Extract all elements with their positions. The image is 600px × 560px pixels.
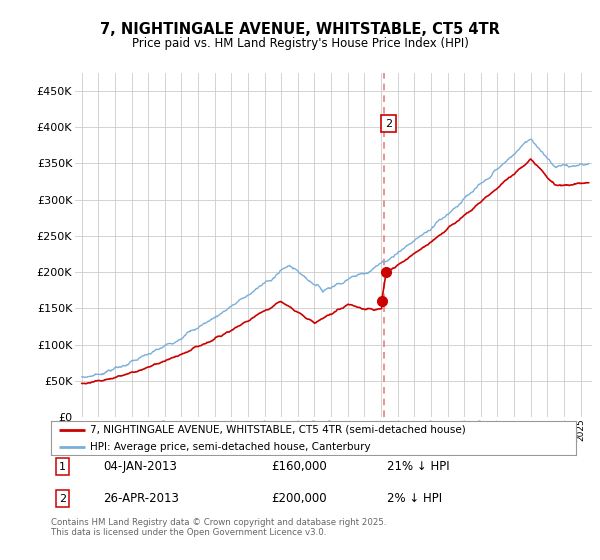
Text: £200,000: £200,000	[271, 492, 327, 505]
Text: Price paid vs. HM Land Registry's House Price Index (HPI): Price paid vs. HM Land Registry's House …	[131, 37, 469, 50]
Text: £160,000: £160,000	[271, 460, 327, 473]
Text: Contains HM Land Registry data © Crown copyright and database right 2025.
This d: Contains HM Land Registry data © Crown c…	[51, 518, 386, 538]
Text: 2: 2	[385, 119, 392, 129]
Text: 2: 2	[59, 494, 66, 503]
Text: 21% ↓ HPI: 21% ↓ HPI	[387, 460, 449, 473]
Text: 26-APR-2013: 26-APR-2013	[104, 492, 179, 505]
Text: 2% ↓ HPI: 2% ↓ HPI	[387, 492, 442, 505]
Text: HPI: Average price, semi-detached house, Canterbury: HPI: Average price, semi-detached house,…	[91, 442, 371, 452]
Text: 04-JAN-2013: 04-JAN-2013	[104, 460, 178, 473]
Text: 1: 1	[59, 462, 66, 472]
Text: 7, NIGHTINGALE AVENUE, WHITSTABLE, CT5 4TR: 7, NIGHTINGALE AVENUE, WHITSTABLE, CT5 4…	[100, 22, 500, 38]
Text: 7, NIGHTINGALE AVENUE, WHITSTABLE, CT5 4TR (semi-detached house): 7, NIGHTINGALE AVENUE, WHITSTABLE, CT5 4…	[91, 425, 466, 435]
